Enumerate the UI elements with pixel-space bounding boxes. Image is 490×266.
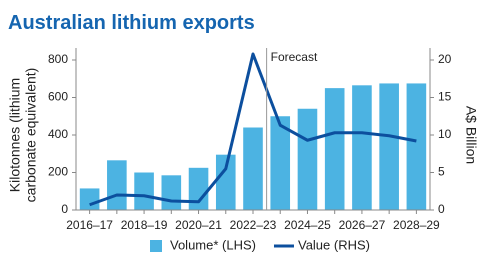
chart-title: Australian lithium exports [8, 12, 255, 34]
bar [107, 160, 127, 210]
legend-label: Volume* (LHS) [170, 237, 256, 252]
x-tick-label: 2026–27 [339, 218, 386, 232]
x-tick-label: 2024–25 [284, 218, 331, 232]
bar [243, 127, 263, 210]
y-tick-label: 0 [61, 202, 68, 216]
y-tick-label: 600 [48, 90, 68, 104]
line [89, 52, 417, 207]
legend-label: Value (RHS) [298, 237, 370, 252]
y2-tick-label: 10 [438, 127, 452, 141]
bar [379, 83, 399, 210]
forecast-label: Forecast [271, 50, 318, 64]
y2-axis-title: A$ Billion [463, 106, 479, 164]
y-tick-label: 400 [48, 127, 68, 141]
x-tick-label: 2028–29 [393, 218, 440, 232]
y2-tick-label: 0 [438, 202, 445, 216]
y2-tick-label: 15 [438, 90, 452, 104]
bar [134, 172, 154, 210]
y-tick-label: 200 [48, 165, 68, 179]
y2-tick-label: 5 [438, 165, 445, 179]
x-tick-label: 2018–19 [121, 218, 168, 232]
bar [79, 188, 100, 210]
bar [188, 167, 209, 210]
bar [324, 88, 345, 210]
bar [297, 108, 318, 210]
x-tick-label: 2016–17 [66, 218, 113, 232]
bar [161, 175, 182, 210]
x-tick-label: 2022–23 [230, 218, 277, 232]
y-axis-title: carbonate equivalent) [23, 68, 39, 203]
y-tick-label: 800 [48, 52, 68, 66]
x-tick-label: 2020–21 [175, 218, 222, 232]
bar [406, 83, 427, 210]
bar [352, 85, 372, 210]
y-axis-title: Kilotonnes (lithium [7, 78, 23, 192]
bar [215, 154, 236, 210]
bar [270, 116, 291, 210]
y2-tick-label: 20 [438, 52, 452, 66]
legend-swatch [150, 240, 162, 252]
